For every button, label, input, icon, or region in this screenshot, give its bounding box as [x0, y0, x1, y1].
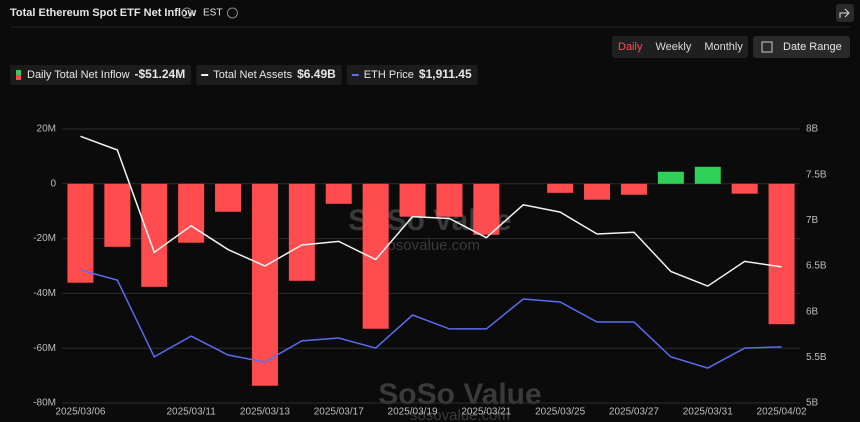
x-tick-label: 2025/03/27	[609, 407, 659, 418]
legend-label: Total Net Assets	[213, 69, 292, 81]
y2-tick-label: 6B	[806, 306, 819, 317]
share-icon	[839, 8, 850, 18]
y-tick-label: -60M	[33, 343, 56, 354]
legend-swatch	[16, 70, 21, 75]
bar	[141, 183, 168, 287]
y2-tick-label: 5B	[806, 398, 819, 409]
y2-tick-label: 7B	[806, 215, 819, 226]
period-button[interactable]: Weekly	[655, 41, 691, 53]
legend-label: Daily Total Net Inflow	[27, 69, 130, 81]
info-icon	[226, 7, 238, 19]
line	[80, 135, 782, 287]
bar	[657, 171, 684, 184]
y-tick-label: -20M	[33, 233, 56, 244]
y2-tick-label: 6.5B	[806, 261, 827, 272]
bar	[362, 183, 389, 329]
chart-title: Total Ethereum Spot ETF Net Inflow	[10, 7, 197, 19]
y-tick-label: 0	[50, 178, 56, 189]
legend-value: -$51.24M	[135, 67, 186, 81]
y2-tick-label: 5.5B	[806, 352, 827, 363]
legend-item[interactable]	[10, 65, 192, 85]
period-group	[612, 36, 748, 58]
bar	[67, 183, 94, 283]
x-tick-label: 2025/03/31	[683, 407, 733, 418]
watermark: sosovalue.com	[410, 407, 510, 422]
date-range-button[interactable]	[753, 36, 850, 58]
calendar-icon	[761, 41, 773, 53]
bar	[620, 183, 647, 195]
bar	[768, 183, 795, 325]
legend-item[interactable]	[346, 65, 478, 85]
watermark: SoSo Value	[378, 378, 541, 411]
bar	[694, 166, 721, 184]
y2-tick-label: 8B	[806, 124, 819, 135]
legend-swatch	[16, 75, 21, 80]
x-tick-label: 2025/03/13	[240, 407, 290, 418]
line	[80, 269, 782, 369]
bar	[178, 183, 205, 243]
bar	[325, 183, 352, 204]
bar	[215, 183, 242, 212]
x-tick-label: 2025/04/02	[757, 407, 807, 418]
bar	[399, 183, 426, 217]
timezone: EST	[203, 8, 222, 19]
legend-item[interactable]	[196, 65, 342, 85]
bar	[436, 183, 463, 217]
bar	[251, 183, 278, 386]
y-tick-label: -80M	[33, 398, 56, 409]
period-button[interactable]: Monthly	[704, 41, 743, 53]
x-tick-label: 2025/03/25	[535, 407, 585, 418]
y2-tick-label: 7.5B	[806, 169, 827, 180]
watermark: sosovalue.com	[380, 237, 480, 254]
legend-value: $1,911.45	[419, 67, 472, 81]
bar	[731, 183, 758, 194]
x-tick-label: 2025/03/19	[388, 407, 438, 418]
legend-label: ETH Price	[364, 69, 414, 81]
info-icon	[181, 7, 193, 19]
bar	[104, 183, 131, 247]
date-range-label: Date Range	[783, 41, 842, 53]
x-tick-label: 2025/03/17	[314, 407, 364, 418]
y-tick-label: 20M	[37, 124, 56, 135]
period-button[interactable]: Daily	[618, 41, 643, 53]
x-tick-label: 2025/03/11	[166, 407, 216, 418]
legend-value: $6.49B	[297, 67, 336, 81]
x-tick-label: 2025/03/06	[55, 407, 105, 418]
bar	[288, 183, 315, 281]
bar	[584, 183, 611, 200]
x-tick-label: 2025/03/21	[461, 407, 511, 418]
y-tick-label: -40M	[33, 288, 56, 299]
bar	[473, 183, 500, 235]
bar	[547, 183, 574, 193]
